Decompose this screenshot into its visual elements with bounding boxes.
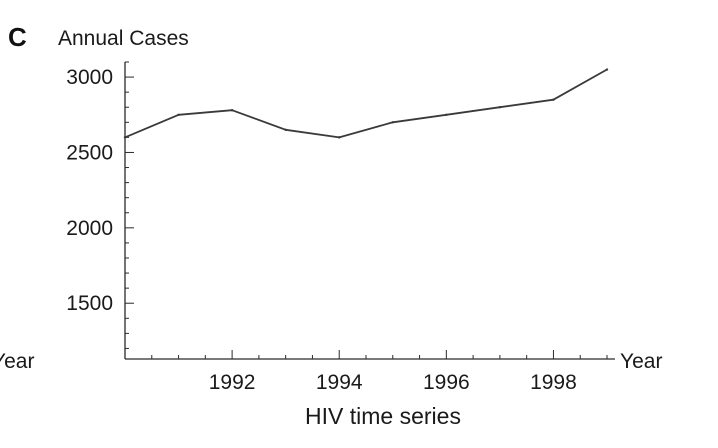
x-tick-label: 1992 xyxy=(209,371,256,394)
x-tick-label: 1994 xyxy=(316,371,363,394)
axes-layer: 1500 2000 2500 3000 1992 1994 1996 1998 xyxy=(66,61,615,394)
x-tick-label: 1998 xyxy=(530,371,577,394)
panel-label: C xyxy=(8,22,27,52)
series-layer xyxy=(123,68,609,139)
y-tick-label: 3000 xyxy=(66,66,113,89)
y-tick-label: 2500 xyxy=(66,141,113,164)
x-tick-label: 1996 xyxy=(423,371,470,394)
y-tick-label: 2000 xyxy=(66,217,113,240)
data-point xyxy=(338,136,341,139)
data-point xyxy=(177,113,180,116)
data-point xyxy=(123,136,127,139)
data-point xyxy=(445,113,448,116)
series-line-annual-cases xyxy=(124,68,608,139)
chart-caption: HIV time series xyxy=(305,403,461,429)
left-year-fragment: Year xyxy=(0,350,34,373)
y-tick-label: 1500 xyxy=(66,292,113,315)
data-point xyxy=(284,128,287,132)
data-point xyxy=(391,121,394,124)
data-point xyxy=(605,68,609,71)
data-point xyxy=(498,106,502,109)
y-axis-label: Annual Cases xyxy=(58,27,189,50)
data-point xyxy=(552,98,555,101)
data-point xyxy=(230,109,234,112)
x-axis-label: Year xyxy=(620,350,662,373)
